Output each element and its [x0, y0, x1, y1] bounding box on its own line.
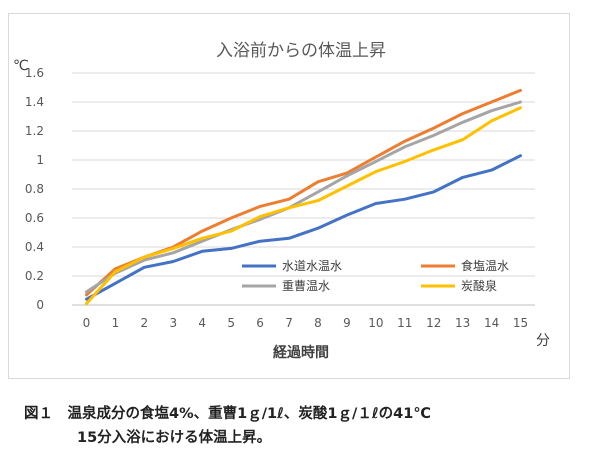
x-tick-label: 11 — [397, 316, 412, 330]
chart-title: 入浴前からの体温上昇 — [216, 41, 386, 61]
y-tick-label: 1.6 — [25, 66, 44, 80]
x-tick-label: 5 — [227, 316, 235, 330]
x-tick-label: 4 — [198, 316, 206, 330]
x-axis-title: 経過時間 — [273, 344, 329, 361]
legend-label: 炭酸泉 — [461, 278, 497, 293]
x-tick-label: 14 — [484, 316, 499, 330]
x-tick-label: 0 — [83, 316, 91, 330]
figure-caption-line-1: 図１ 温泉成分の食塩4%、重曹1ｇ/1ℓ、炭酸1ｇ/１ℓの41℃ — [24, 406, 431, 422]
x-tick-label: 3 — [169, 316, 177, 330]
x-tick-label: 9 — [343, 316, 351, 330]
y-tick-label: 1.2 — [25, 124, 44, 138]
x-tick-label: 10 — [368, 316, 383, 330]
y-tick-label: 0.6 — [25, 211, 44, 225]
legend-label: 食塩温水 — [461, 258, 509, 273]
legend-label: 重曹温水 — [282, 279, 330, 293]
series-line — [85, 154, 522, 301]
x-tick-label: 2 — [141, 316, 149, 330]
x-tick-label: 1 — [112, 316, 120, 330]
y-axis-unit: ℃ — [13, 58, 29, 74]
legend-label: 水道水温水 — [282, 259, 342, 273]
figure-caption-line-2: 15分入浴における体温上昇。 — [77, 430, 272, 446]
x-tick-label: 8 — [314, 316, 322, 330]
series-line — [85, 100, 522, 294]
y-tick-label: 1 — [36, 153, 44, 167]
chart-frame: 0 0.2 0.4 0.6 0.8 1 1.2 1.4 1.6 0 1 2 3 4 5 6 7 8 9 10 11 12 1… — [8, 13, 570, 379]
y-tick-label: 0.4 — [25, 240, 44, 254]
x-tick-label: 13 — [455, 316, 470, 330]
y-tick-label: 0.2 — [25, 269, 44, 283]
x-tick-label: 12 — [426, 316, 441, 330]
y-tick-label: 0.8 — [25, 182, 44, 196]
line-chart: 00.20.40.60.811.21.41.60 1 2 3 4 5 6 7 8 9 10 11 12 1… — [13, 41, 550, 361]
x-tick-label: 6 — [256, 316, 264, 330]
y-tick-label: 1.4 — [25, 95, 44, 109]
x-axis-unit: 分 — [536, 333, 550, 349]
x-tick-label: 7 — [285, 316, 293, 330]
x-tick-label: 15 — [513, 316, 528, 330]
series-line — [85, 106, 522, 306]
y-tick-label: 0 — [36, 298, 44, 312]
